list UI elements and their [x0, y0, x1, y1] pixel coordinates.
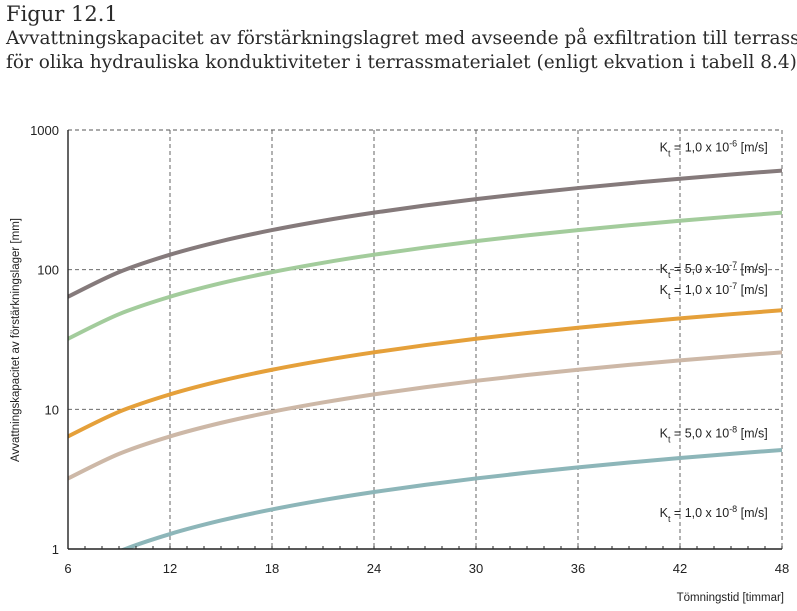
series-line-2: [68, 210, 782, 341]
x-tick-label: 48: [775, 561, 789, 576]
series-label-5: Kt = 1,0 x 10-8 [m/s]: [660, 504, 768, 524]
y-tick-label: 100: [37, 263, 59, 278]
figure-label: Figur 12.1: [6, 2, 118, 26]
x-tick-label: 6: [64, 561, 71, 576]
series-line-3: [68, 308, 782, 439]
y-axis-title: Avvattningskapacitet av förstärkningslag…: [10, 218, 22, 462]
series-label-2: Kt = 5,0 x 10-7 [m/s]: [660, 260, 768, 280]
series-lines: [68, 168, 782, 549]
figure-caption-line-2: för olika hydrauliska konduktiviteter i …: [6, 52, 797, 73]
axes: 6 12 18 24 30 36 42 48 1 10 100 1000: [30, 123, 789, 576]
figure-caption-line-1: Avvattningskapacitet av förstärkningslag…: [6, 28, 797, 49]
series-labels: Kt = 1,0 x 10-6 [m/s] Kt = 5,0 x 10-7 [m/…: [660, 139, 768, 524]
y-tick-label: 1: [52, 542, 59, 557]
series-line-4: [68, 350, 782, 481]
grid-lines: [68, 129, 783, 549]
x-tick-label: 12: [163, 561, 177, 576]
x-tick-label: 36: [571, 561, 585, 576]
x-axis-title: Tömningstid [timmar]: [677, 592, 784, 604]
x-tick-label: 42: [673, 561, 687, 576]
series-label-1: Kt = 1,0 x 10-6 [m/s]: [660, 139, 768, 159]
series-line-1: [68, 168, 782, 299]
series-label-3: Kt = 1,0 x 10-7 [m/s]: [660, 281, 768, 301]
series-label-4: Kt = 5,0 x 10-8 [m/s]: [660, 424, 768, 444]
x-tick-label: 30: [469, 561, 483, 576]
x-tick-label: 18: [265, 561, 279, 576]
figure-header: Figur 12.1 Avvattningskapacitet av först…: [6, 2, 797, 75]
y-tick-label: 1000: [30, 123, 59, 138]
y-tick-label: 10: [45, 402, 59, 417]
x-tick-label: 24: [367, 561, 381, 576]
series-line-5: [119, 447, 782, 549]
